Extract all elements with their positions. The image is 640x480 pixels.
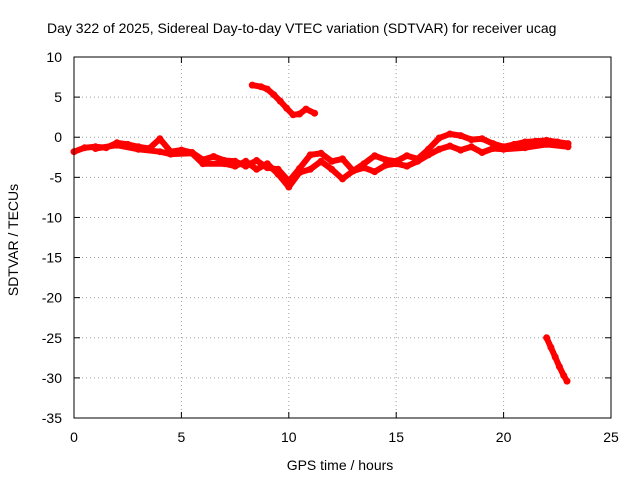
data-point [521, 144, 529, 152]
data-point [382, 156, 389, 164]
plot-frame [73, 56, 612, 419]
data-point [276, 97, 284, 105]
data-point [113, 141, 121, 149]
y-tick-label: -25 [42, 330, 62, 346]
data-point [156, 148, 164, 156]
data-point [296, 169, 303, 176]
data-point [339, 175, 346, 183]
data-point [467, 136, 475, 144]
data-points [70, 81, 572, 385]
data-point [274, 170, 282, 178]
data-point [435, 134, 443, 142]
y-tick-label: 10 [46, 49, 62, 65]
data-point [478, 149, 486, 156]
chart-title: Day 322 of 2025, Sidereal Day-to-day VTE… [47, 20, 556, 36]
data-point [414, 157, 422, 165]
data-point [551, 353, 559, 361]
data-point [156, 135, 164, 143]
data-point [306, 165, 314, 173]
y-tick-label: -30 [42, 370, 62, 386]
series-trace-lower-band [92, 141, 571, 190]
data-point [563, 377, 571, 385]
data-point [263, 85, 271, 93]
data-point [371, 168, 379, 176]
data-point [328, 165, 336, 173]
data-point [270, 91, 278, 99]
data-point [92, 145, 99, 152]
x-tick-label: 25 [603, 429, 619, 445]
data-point [403, 162, 411, 170]
x-tick-label: 10 [281, 429, 297, 445]
data-point [167, 150, 175, 158]
data-point [339, 155, 346, 163]
data-point [311, 109, 319, 117]
data-point [231, 162, 239, 170]
data-point [560, 372, 568, 379]
data-point [446, 142, 454, 150]
grid [74, 57, 611, 418]
data-point [521, 138, 529, 146]
data-point [543, 140, 551, 148]
data-point [349, 167, 357, 175]
data-point [543, 334, 551, 342]
y-axis-label: SDTVAR / TECUs [5, 184, 21, 296]
data-point [489, 145, 497, 152]
data-point [435, 145, 443, 153]
x-tick-label: 20 [496, 429, 512, 445]
y-tick-label: -15 [42, 250, 62, 266]
data-point [283, 104, 291, 112]
data-point [263, 160, 271, 168]
axis-ticks: 0 5 10 15 20 25 10 5 0 -5 -10 -15 -20 -25 -30 -35 [42, 49, 619, 445]
data-point [392, 160, 400, 168]
x-axis-label: GPS time / hours [287, 457, 394, 473]
data-point [253, 157, 261, 164]
data-point [210, 153, 218, 160]
data-point [467, 143, 475, 151]
data-point [360, 164, 368, 172]
data-point [500, 145, 508, 153]
data-point [248, 81, 256, 89]
y-tick-label: -35 [42, 410, 62, 426]
y-tick-label: 5 [54, 89, 62, 105]
data-point [317, 149, 325, 157]
data-point [134, 145, 142, 153]
data-point [382, 161, 389, 169]
data-point [242, 157, 250, 165]
y-tick-label: -10 [42, 209, 62, 225]
data-point [257, 83, 265, 91]
data-point [289, 111, 297, 119]
data-point [371, 152, 379, 160]
data-point [446, 130, 454, 138]
data-point [199, 160, 207, 168]
data-point [489, 140, 497, 148]
data-point [220, 160, 228, 168]
y-tick-label: -20 [42, 290, 62, 306]
data-point [317, 157, 325, 165]
data-point [306, 151, 314, 159]
data-point [555, 363, 563, 371]
y-tick-label: -5 [50, 169, 63, 185]
data-point [424, 151, 432, 159]
data-point [457, 132, 465, 140]
data-point [81, 144, 89, 152]
data-point [403, 152, 411, 160]
data-point [285, 183, 293, 191]
data-point [188, 149, 196, 157]
x-tick-label: 5 [178, 429, 186, 445]
data-point [457, 146, 465, 154]
data-point [302, 105, 310, 113]
data-point [328, 157, 336, 165]
data-point [478, 135, 486, 143]
data-point [547, 343, 555, 351]
x-tick-label: 0 [70, 429, 78, 445]
data-point [564, 143, 572, 151]
x-tick-label: 15 [388, 429, 404, 445]
data-point [296, 110, 303, 118]
y-tick-label: 0 [54, 129, 62, 145]
data-point [253, 165, 261, 173]
